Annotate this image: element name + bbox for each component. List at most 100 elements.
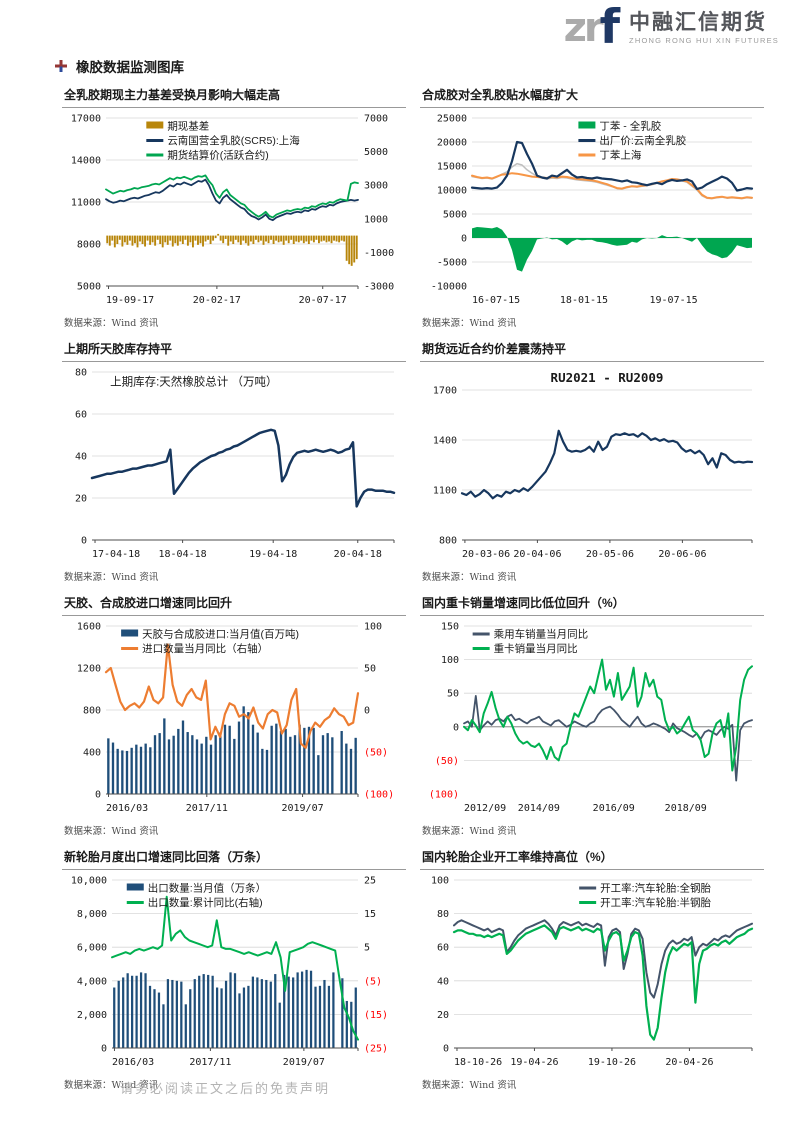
svg-text:60: 60 (75, 410, 87, 421)
svg-text:150: 150 (441, 622, 459, 633)
svg-text:云南国营全乳胶(SCR5):上海: 云南国营全乳胶(SCR5):上海 (167, 134, 300, 147)
svg-text:20-04-26: 20-04-26 (665, 1057, 713, 1068)
svg-text:25000: 25000 (437, 114, 467, 125)
svg-text:0: 0 (364, 706, 370, 717)
svg-text:开工率:汽车轮胎:半钢胎: 开工率:汽车轮胎:半钢胎 (600, 896, 711, 909)
svg-text:19-10-26: 19-10-26 (588, 1057, 636, 1068)
chart-canvas: 5000 8000 11000 14000 17000 -3000 -1000 1000 300… (62, 110, 406, 312)
svg-text:18-10-26: 18-10-26 (454, 1057, 502, 1068)
svg-text:(5): (5) (364, 976, 382, 987)
svg-text:(100): (100) (429, 790, 459, 801)
svg-text:乘用车销量当月同比: 乘用车销量当月同比 (494, 628, 589, 641)
svg-text:-1000: -1000 (364, 248, 394, 259)
svg-text:15000: 15000 (437, 162, 467, 173)
svg-text:1700: 1700 (433, 386, 457, 397)
svg-text:-10000: -10000 (431, 282, 467, 293)
chart-source-label: 数据来源：Wind 资讯 (422, 572, 517, 583)
logo-zr-text: zr (563, 5, 604, 51)
svg-text:6,000: 6,000 (77, 943, 107, 954)
chart-block-tire-operating-rate: 国内轮胎企业开工率维持高位（%） 0 20 40 60 80 100 18-10-26 19-… (420, 846, 764, 1091)
svg-text:17-04-18: 17-04-18 (92, 549, 140, 560)
svg-text:20-06-06: 20-06-06 (658, 549, 706, 560)
svg-text:8,000: 8,000 (77, 909, 107, 920)
svg-text:1000: 1000 (364, 214, 388, 225)
svg-text:18-04-18: 18-04-18 (159, 549, 207, 560)
svg-text:2016/09: 2016/09 (593, 803, 635, 814)
svg-text:(50): (50) (364, 748, 388, 759)
chart-canvas: 0 20 40 60 80 17-04-18 18-04-18 19-04-18 20-04-1… (62, 364, 406, 566)
svg-text:60: 60 (437, 943, 449, 954)
svg-text:80: 80 (437, 909, 449, 920)
svg-text:2016/03: 2016/03 (112, 1057, 154, 1068)
svg-text:100: 100 (441, 655, 459, 666)
svg-text:18-01-15: 18-01-15 (560, 295, 608, 306)
chart-canvas: 0 20 40 60 80 100 18-10-26 19-04-26 19-10-26 20-0… (420, 872, 764, 1074)
section-bullet-icon (55, 60, 67, 72)
chart-svg: 0 2,000 4,000 6,000 8,000 10,000 (25) (15) (5) 5 1… (71, 876, 388, 1069)
chart-source-label: 数据来源：Wind 资讯 (422, 826, 517, 837)
svg-text:19-04-18: 19-04-18 (249, 549, 297, 560)
chart-title: 上期所天胶库存持平 (62, 338, 406, 362)
svg-text:80: 80 (75, 368, 87, 379)
svg-text:1400: 1400 (433, 436, 457, 447)
svg-text:天胶与合成胶进口:当月值(百万吨): 天胶与合成胶进口:当月值(百万吨) (142, 628, 299, 641)
svg-text:20: 20 (75, 494, 87, 505)
svg-text:8000: 8000 (77, 240, 101, 251)
svg-text:16-07-15: 16-07-15 (472, 295, 520, 306)
chart-canvas: 800 1100 1400 1700 20-03-06 20-04-06 20-05-06 2… (420, 364, 764, 566)
logo-company-name-en: ZHONG RONG HUI XIN FUTURES (629, 36, 779, 45)
chart-title: 期货远近合约价差震荡持平 (420, 338, 764, 362)
svg-text:5: 5 (364, 943, 370, 954)
svg-text:1600: 1600 (77, 622, 101, 633)
chart-source-label: 数据来源：Wind 资讯 (422, 1080, 517, 1091)
svg-text:10000: 10000 (437, 186, 467, 197)
svg-text:期货结算价(活跃合约): 期货结算价(活跃合约) (167, 149, 269, 162)
svg-text:2,000: 2,000 (77, 1010, 107, 1021)
svg-text:-5000: -5000 (437, 258, 467, 269)
svg-text:400: 400 (83, 748, 101, 759)
chart-canvas: 0 2,000 4,000 6,000 8,000 10,000 (25) (15) (5) 5 1… (62, 872, 406, 1074)
svg-text:2018/09: 2018/09 (665, 803, 707, 814)
chart-block-basis: 全乳胶期现主力基差受换月影响大幅走高 5000 8000 11000 14000 170… (62, 84, 406, 329)
svg-text:50: 50 (364, 664, 376, 675)
chart-title: 全乳胶期现主力基差受换月影响大幅走高 (62, 84, 406, 108)
svg-text:2017/11: 2017/11 (189, 1057, 231, 1068)
svg-text:丁苯上海: 丁苯上海 (599, 149, 641, 162)
chart-block-tire-exports: 新轮胎月度出口增速同比回落（万条） 0 2,000 4,000 6,000 8,000 1… (62, 846, 406, 1091)
svg-text:20-03-06: 20-03-06 (462, 549, 510, 560)
svg-text:0: 0 (81, 536, 87, 547)
svg-text:1200: 1200 (77, 664, 101, 675)
svg-text:50: 50 (447, 689, 459, 700)
svg-text:2019/07: 2019/07 (281, 803, 323, 814)
svg-text:11000: 11000 (71, 198, 101, 209)
svg-text:0: 0 (95, 790, 101, 801)
chart-block-truck-sales: 国内重卡销量增速同比低位回升（%） (100) (50) 0 50 100 150 2012… (420, 592, 764, 837)
svg-text:100: 100 (364, 622, 382, 633)
svg-text:0: 0 (461, 234, 467, 245)
svg-text:出口数量:当月值（万条）: 出口数量:当月值（万条） (148, 882, 266, 895)
svg-text:19-07-15: 19-07-15 (650, 295, 698, 306)
chart-source-label: 数据来源：Wind 资讯 (64, 318, 159, 329)
svg-text:2012/09: 2012/09 (464, 803, 506, 814)
svg-text:(50): (50) (435, 756, 459, 767)
svg-text:0: 0 (443, 1044, 449, 1055)
svg-text:5000: 5000 (443, 210, 467, 221)
svg-text:19-09-17: 19-09-17 (106, 295, 154, 306)
svg-text:19-04-26: 19-04-26 (510, 1057, 558, 1068)
svg-text:2016/03: 2016/03 (106, 803, 148, 814)
svg-text:3000: 3000 (364, 181, 388, 192)
svg-text:(100): (100) (364, 790, 394, 801)
svg-text:40: 40 (75, 452, 87, 463)
svg-text:20-04-06: 20-04-06 (513, 549, 561, 560)
svg-text:800: 800 (439, 536, 457, 547)
company-logo: zr f 中融汇信期货 ZHONG RONG HUI XIN FUTURES (563, 0, 779, 55)
logo-text-block: 中融汇信期货 ZHONG RONG HUI XIN FUTURES (629, 11, 779, 45)
svg-text:开工率:汽车轮胎:全钢胎: 开工率:汽车轮胎:全钢胎 (600, 882, 711, 895)
chart-block-calendar-spread: 期货远近合约价差震荡持平 800 1100 1400 1700 20-03-06 20-0… (420, 338, 764, 583)
logo-f-text: f (599, 0, 621, 55)
chart-svg: 0 20 40 60 80 100 18-10-26 19-04-26 19-10-26 20-0… (431, 876, 754, 1068)
svg-text:5000: 5000 (364, 147, 388, 158)
chart-title: 国内重卡销量增速同比低位回升（%） (420, 592, 764, 616)
svg-text:进口数量当月同比（右轴）: 进口数量当月同比（右轴） (142, 642, 268, 655)
chart-title: 新轮胎月度出口增速同比回落（万条） (62, 846, 406, 870)
